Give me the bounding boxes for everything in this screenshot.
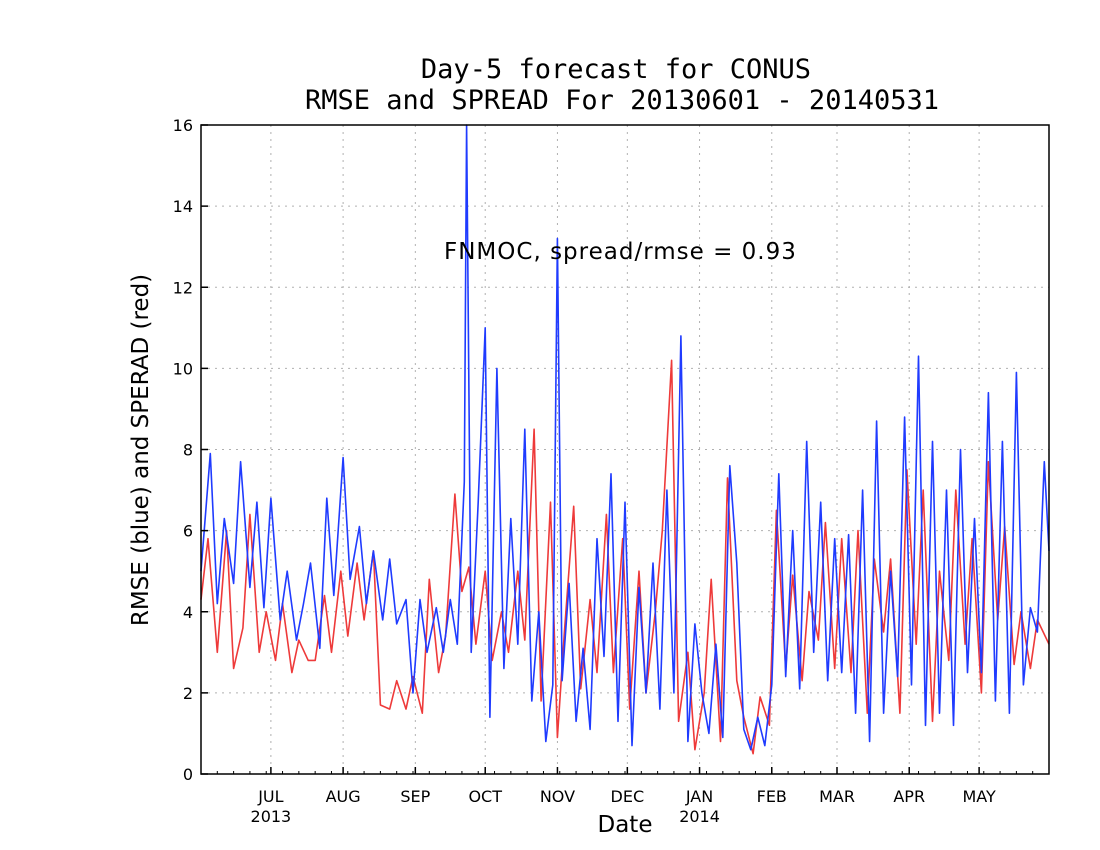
x-axis-label: Date (598, 812, 653, 838)
y-tick-label: 2 (183, 684, 193, 703)
y-tick-label: 12 (173, 278, 193, 297)
spread-rmse-annotation: FNMOC, spread/rmse = 0.93 (444, 239, 797, 265)
y-tick-label: 6 (183, 522, 193, 541)
y-axis-label: RMSE (blue) and SPERAD (red) (128, 274, 154, 626)
y-tick-label: 8 (183, 441, 193, 460)
series-lines (200, 124, 1050, 755)
x-tick-label: AUG (326, 787, 361, 806)
x-tick-year-label: 2014 (679, 807, 720, 826)
x-tick-label: OCT (468, 787, 502, 806)
y-tick-label: 0 (183, 765, 193, 784)
x-tick-label: DEC (611, 787, 645, 806)
x-tick-label: APR (893, 787, 925, 806)
x-tick-label: SEP (400, 787, 430, 806)
x-tick-label: FEB (757, 787, 787, 806)
x-tick-label: JUL (257, 787, 283, 806)
x-tick-year-label: 2013 (251, 807, 292, 826)
y-tick-label: 10 (173, 359, 193, 378)
y-tick-label: 4 (183, 603, 193, 622)
x-tick-label: JAN (685, 787, 713, 806)
x-tick-label: NOV (540, 787, 575, 806)
chart-subtitle: RMSE and SPREAD For 20130601 - 20140531 (305, 85, 939, 116)
x-tick-label: MAR (819, 787, 855, 806)
rmse-series-line (200, 124, 1050, 751)
grid-lines (201, 125, 1049, 774)
y-tick-label: 16 (173, 116, 193, 135)
y-tick-label: 14 (173, 197, 193, 216)
chart-title: Day-5 forecast for CONUS (421, 54, 811, 85)
spread-series-line (200, 359, 1050, 755)
x-tick-label: MAY (962, 787, 996, 806)
